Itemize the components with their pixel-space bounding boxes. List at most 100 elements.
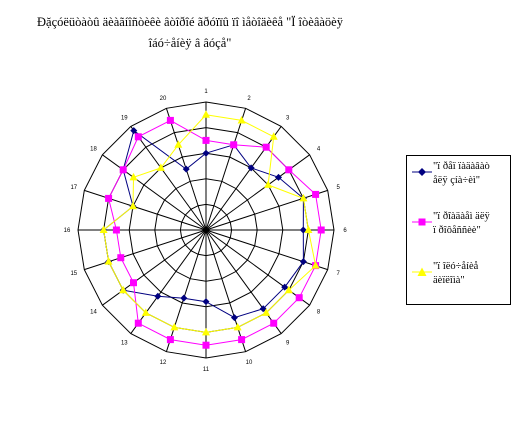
axis-label-8: 8 [317,310,321,316]
spoke-9 [205,229,282,334]
spoke-18 [102,154,207,231]
series-2-point-14 [130,279,137,287]
axis-label-13: 13 [121,341,128,347]
series-2-point-3 [262,143,270,151]
spoke-10 [205,229,247,352]
series-2-point-2 [230,141,238,149]
series-2-point-6 [317,226,325,234]
series-2-point-17 [105,194,113,202]
spoke-4 [205,154,310,231]
axis-label-9: 9 [286,341,290,347]
axis-label-15: 15 [70,271,77,277]
axis-label-14: 14 [90,310,97,316]
series-3-point-15 [104,257,113,265]
series-3-point-10 [233,322,242,331]
series-3-point-19 [156,163,165,171]
series-2-point-4 [285,166,293,174]
series-3-point-16 [99,225,108,233]
axis-label-2: 2 [247,96,251,102]
series-3-point-1 [202,110,210,118]
series-1-point-1 [202,149,210,157]
spoke-7 [205,229,328,271]
spoke-3 [205,126,282,231]
axis-label-10: 10 [246,360,253,366]
legend-item-series-3: "ï îëó÷åíèå äèïëîìà" [407,260,512,300]
legend-marker-series-1 [412,168,432,176]
series-3-point-2 [237,115,246,124]
spoke-8 [205,229,310,306]
legend: "ï ðåï ïàäàâàò åëÿ çíà÷èì" "ï ðîàäàåì äë… [406,155,511,305]
spoke-5 [205,189,328,231]
series-2-point-10 [238,336,246,344]
series-2-point-19 [134,133,142,141]
series-1-point-6 [299,226,307,234]
series-1-point-20 [182,165,190,173]
series-2-point-13 [134,319,142,327]
spoke-17 [84,189,207,231]
series-2-point-9 [270,319,278,327]
series-3-point-9 [262,308,271,316]
series-3-point-17 [128,201,137,210]
series-3-point-11 [202,327,210,336]
axis-label-7: 7 [337,271,341,277]
axis-label-5: 5 [337,185,341,191]
series-2-point-15 [117,254,125,262]
chart-title-line-2: îáó÷åíèÿ â âóçå" [148,36,232,50]
series-3-point-8 [284,285,293,294]
spoke-13 [130,229,207,334]
series-1-line [103,129,304,319]
series-1-point-8 [281,283,289,291]
series-1-point-13 [154,292,162,300]
legend-item-series-2: "ï ðîàäàåì äëÿ ï ðîôåññèè" [407,210,512,250]
series-1-point-7 [299,258,307,266]
axis-label-16: 16 [64,228,71,234]
axis-label-18: 18 [90,146,97,152]
series-1-point-12 [180,294,188,302]
axis-label-20: 20 [160,96,167,102]
series-2-point-20 [166,116,174,124]
axis-label-3: 3 [286,116,290,122]
legend-item-series-1: "ï ðåï ïàäàâàò åëÿ çíà÷èì" [407,160,512,200]
series-3-point-20 [174,140,183,148]
series-2-point-12 [166,336,174,344]
axis-label-19: 19 [121,116,128,122]
spoke-15 [84,229,207,271]
legend-label-series-2: "ï ðîàäàåì äëÿ ï ðîôåññèè" [433,211,490,236]
series-1-point-11 [202,298,210,306]
series-1-point-3 [247,164,255,172]
series-1-point-19 [130,127,138,135]
series-1-point-9 [259,305,267,313]
series-3-point-7 [311,261,320,269]
series-3-point-14 [119,285,128,294]
legend-label-series-3: "ï îëó÷åíèå äèïëîìà" [433,261,479,286]
series-1-point-10 [230,314,238,322]
series-2-point-5 [312,190,320,198]
legend-marker-series-2 [412,218,432,226]
chart-title-line-1: Đặçóëüòàòû äèàãíîñòèêè âòîðîé ãðóïïû ïî … [37,15,343,29]
axis-label-11: 11 [203,367,210,373]
spoke-2 [205,108,247,231]
series-3-point-18 [129,172,138,181]
spoke-19 [130,126,207,231]
series-3-point-4 [264,180,273,188]
series-3-point-5 [299,193,308,202]
axis-label-1: 1 [204,89,208,95]
spoke-12 [165,229,207,352]
legend-marker-series-3 [412,267,432,276]
series-2-point-1 [202,136,210,144]
series-3-point-3 [269,132,278,140]
chart-title: Đặçóëüòàòû äèàãíîñòèêè âòîðîé ãðóïïû ïî … [20,12,360,54]
series-3-point-13 [141,308,150,316]
series-3-point-12 [170,322,179,331]
series-1-point-4 [274,173,282,181]
series-2-point-18 [119,166,127,174]
legend-label-series-1: "ï ðåï ïàäàâàò åëÿ çíà÷èì" [433,161,490,186]
series-2-point-11 [202,341,210,349]
axis-label-17: 17 [70,185,77,191]
series-2-point-16 [112,226,120,234]
series-3-point-6 [304,225,313,233]
axis-label-12: 12 [160,360,167,366]
axis-label-6: 6 [343,228,347,234]
axis-label-4: 4 [317,146,321,152]
